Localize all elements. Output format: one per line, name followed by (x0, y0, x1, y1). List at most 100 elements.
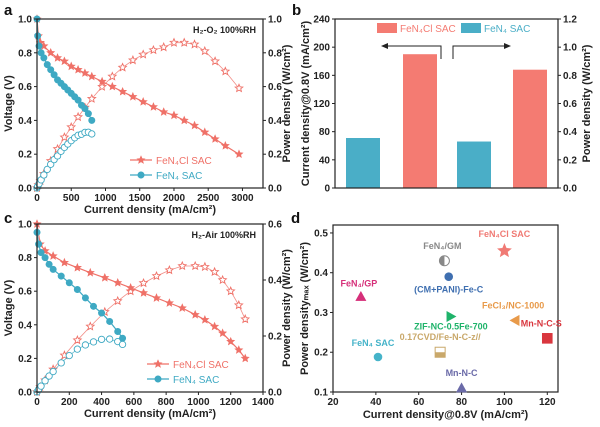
x-tick-label: 500 (63, 193, 80, 204)
series-fen4 (33, 228, 127, 396)
power-point (73, 345, 82, 353)
panel-letter: a (4, 2, 13, 19)
power-point (49, 367, 57, 376)
power-point (138, 277, 149, 288)
voltage-point (73, 64, 83, 74)
power-point (117, 62, 128, 72)
bar (346, 138, 380, 188)
right-y-tick-label: 0.4 (563, 127, 577, 138)
x-tick-label: 2500 (197, 193, 220, 204)
right-y-tick-label: 1.0 (563, 43, 577, 54)
square-marker (541, 333, 553, 344)
voltage-point (65, 279, 73, 287)
voltage-point (88, 116, 96, 124)
y-tick-label: 0.1 (314, 388, 328, 399)
voltage-point (46, 48, 56, 57)
power-point (112, 295, 123, 306)
voltage-point (57, 272, 65, 280)
power-point (97, 81, 108, 91)
y2-axis-label: Power density (W/cm²) (281, 249, 293, 367)
data-point: Mn-N-C (446, 368, 478, 393)
voltage-point (85, 267, 95, 277)
voltage-point (72, 262, 82, 272)
data-point: FeN₄ SAC (352, 338, 395, 362)
marker-fill (439, 255, 445, 266)
data-point: FeN₄/GM (423, 241, 462, 267)
y-axis-label: Voltage (V) (3, 279, 15, 336)
left-y-tick-label: 120 (313, 99, 330, 110)
left-y-tick-label: 0.6 (18, 287, 32, 298)
x-tick-label: 60 (413, 397, 425, 408)
left-y-tick-label: 0.2 (18, 150, 32, 161)
voltage-point (210, 321, 220, 331)
right-y-tick-label: 0.6 (268, 220, 282, 231)
power-point (217, 274, 228, 285)
triangle-up-marker (355, 290, 367, 301)
power-line (36, 131, 92, 189)
power-point (177, 260, 188, 271)
left-y-tick-label: 0.0 (18, 388, 32, 399)
voltage-point (240, 353, 250, 363)
left-y-tick-label: 240 (313, 15, 330, 26)
voltage-point (190, 309, 200, 319)
left-y-tick-label: 0 (324, 184, 330, 195)
voltage-point (81, 105, 89, 113)
voltage-point (59, 56, 69, 66)
x-tick-label: 1000 (94, 193, 117, 204)
legend-label: FeN₄ SAC (156, 171, 202, 182)
data-point: (CM+PANI)-Fe-C (414, 272, 484, 295)
voltage-point (220, 141, 230, 150)
voltage-point (177, 303, 187, 312)
half-square-marker (434, 346, 446, 358)
series-fen4cl (32, 219, 251, 397)
left-y-tick-label: 0.0 (18, 184, 32, 195)
x-tick-label: 40 (370, 397, 382, 408)
right-y-tick-label: 0.2 (563, 155, 577, 166)
point-label: ZIF-NC-0.5Fe-700 (414, 321, 488, 331)
voltage-point (148, 102, 158, 111)
x-tick-label: 3000 (231, 193, 254, 204)
marker-fill (435, 352, 446, 358)
power-point (234, 83, 244, 93)
data-point: 0.17CVD/Fe-N-C-z// (400, 332, 481, 358)
y-tick-label: 0.2 (314, 348, 328, 359)
voltage-point (74, 96, 82, 104)
legend-swatch (461, 23, 481, 33)
bar (403, 54, 437, 189)
legend-entry: FeN₄Cl SAC (147, 359, 229, 371)
power-point (225, 286, 236, 296)
power-point (45, 372, 53, 380)
voltage-point (73, 286, 81, 294)
series-fen4 (33, 15, 96, 192)
bar (457, 141, 491, 188)
x-tick-label: 120 (539, 397, 556, 408)
legend: FeN₄Cl SAC FeN₄ SAC (130, 155, 212, 182)
right-y-tick-label: 0.6 (563, 99, 577, 110)
voltage-point (59, 257, 69, 267)
voltage-point (226, 336, 236, 346)
right-y-tick-label: 0.8 (563, 71, 577, 82)
x-tick-label: 200 (61, 397, 78, 408)
voltage-point (87, 71, 97, 81)
power-point (210, 56, 221, 66)
x-tick-label: 800 (158, 397, 175, 408)
voltage-point (234, 345, 244, 354)
power-point (37, 382, 45, 390)
right-y-tick-label: 0.0 (268, 388, 282, 399)
circle-marker (373, 352, 383, 362)
x-tick-label: 100 (496, 397, 513, 408)
legend-label: FeN₄Cl SAC (400, 24, 456, 35)
circle-marker (444, 272, 454, 281)
plot-frame (332, 224, 559, 393)
power-point (43, 165, 51, 174)
right-axis-arrow (452, 45, 507, 59)
voltage-point (164, 298, 174, 307)
y-axis-label: Power densityₘₐₓ (W/cm²) (299, 242, 311, 375)
voltage-point (43, 61, 51, 69)
data-point: FeCl₃/NC-1000 (482, 300, 544, 326)
x-tick-label: 1200 (220, 397, 243, 408)
panel-letter: d (291, 210, 300, 227)
condition-annotation: H₂-Air 100%RH (191, 230, 256, 240)
power-point (179, 37, 190, 47)
voltage-point (40, 54, 48, 62)
